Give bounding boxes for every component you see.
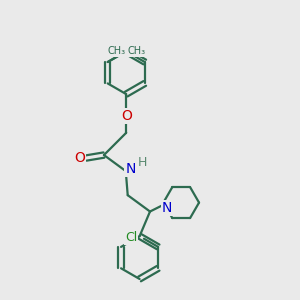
Text: N: N <box>125 162 136 176</box>
Text: CH₃: CH₃ <box>107 46 125 56</box>
Text: H: H <box>138 156 147 169</box>
Text: O: O <box>74 151 85 165</box>
Text: O: O <box>121 109 132 123</box>
Text: CH₃: CH₃ <box>127 46 145 56</box>
Text: Cl: Cl <box>125 231 137 244</box>
Text: N: N <box>162 201 172 215</box>
